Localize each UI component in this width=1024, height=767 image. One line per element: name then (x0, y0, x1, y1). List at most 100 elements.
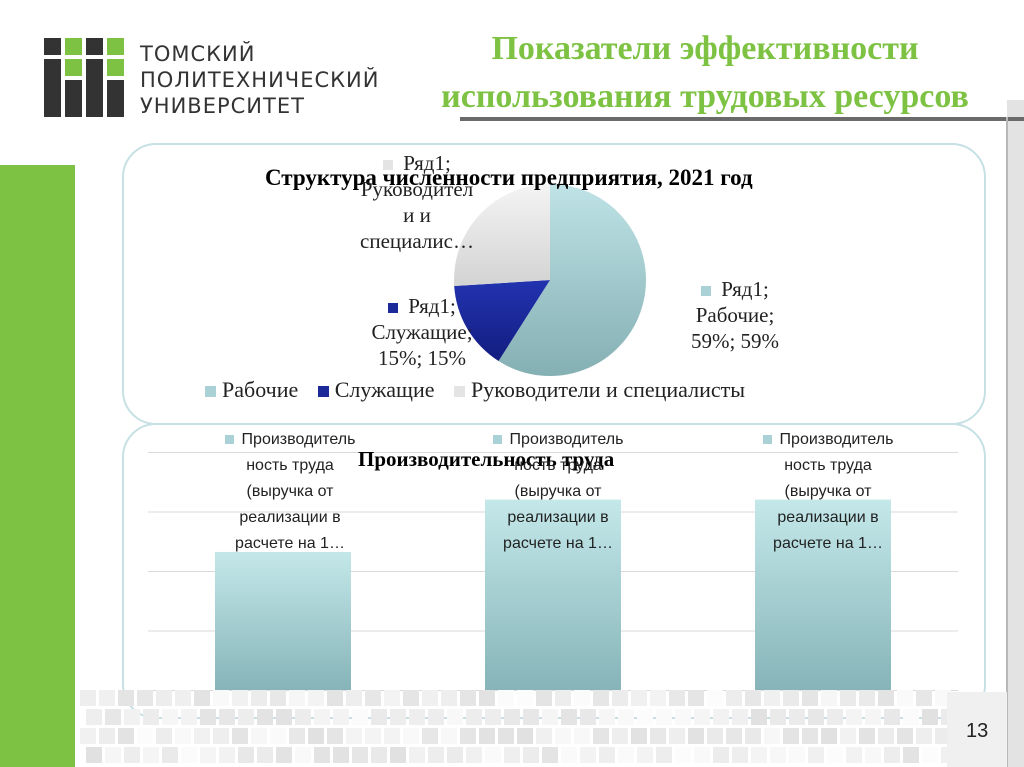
mosaic-tile (631, 690, 647, 706)
header-divider (460, 117, 1024, 121)
mosaic-tile (770, 747, 786, 763)
mosaic-tile (536, 728, 552, 744)
bar-data-label: Производитель ность труда (выручка от ре… (478, 427, 638, 557)
mosaic-tile (428, 747, 444, 763)
bar-swatch (762, 435, 772, 445)
mosaic-tile (612, 728, 628, 744)
mosaic-tile (878, 728, 894, 744)
pie-label-line: и и (403, 203, 431, 227)
page-number-box (947, 692, 1007, 767)
mosaic-tile (764, 728, 780, 744)
mosaic-tile (561, 747, 577, 763)
pie-label-line: специалис… (360, 229, 474, 253)
mosaic-tile (485, 747, 501, 763)
bar-label-line: реализации в (239, 509, 341, 526)
mosaic-tile (903, 709, 919, 725)
workers-swatch (701, 286, 712, 297)
mosaic-tile (599, 709, 615, 725)
mosaic-tile (802, 690, 818, 706)
bar-label-line: ность труда (246, 457, 334, 474)
mosaic-tile (403, 690, 419, 706)
bar-label-line: (выручка от (514, 483, 602, 500)
mosaic-tile (219, 709, 235, 725)
mosaic-tile (580, 709, 596, 725)
pie-label-line: Служащие; (371, 320, 473, 344)
mosaic-tile (86, 747, 102, 763)
mosaic-tile (650, 728, 666, 744)
employees-swatch (388, 303, 399, 314)
mosaic-tile (105, 709, 121, 725)
mosaic-tile (599, 747, 615, 763)
bar-label-line: расчете на 1… (503, 535, 613, 552)
mosaic-tile (859, 728, 875, 744)
title-line-2: использования трудовых ресурсов (441, 78, 969, 115)
mosaic-tile (751, 747, 767, 763)
mosaic-tile (80, 728, 96, 744)
label-text: Производитель (509, 431, 624, 448)
mosaic-tile (232, 728, 248, 744)
bar-data-label: Производитель ность труда (выручка от ре… (210, 427, 370, 557)
mosaic-tile (840, 690, 856, 706)
legend-swatch (317, 386, 329, 398)
bar-label-line: ность труда (514, 457, 602, 474)
mosaic-tile (390, 747, 406, 763)
mosaic-tile (827, 747, 843, 763)
bar-label-line: (выручка от (784, 483, 872, 500)
pie-label-line: 59%; 59% (690, 329, 780, 353)
mosaic-tile (523, 709, 539, 725)
mosaic-tile (365, 728, 381, 744)
pie-legend: Рабочие Служащие Руководители и специали… (205, 377, 759, 403)
mosaic-tile (143, 747, 159, 763)
mosaic-tile (365, 690, 381, 706)
mosaic-tile (897, 728, 913, 744)
mosaic-tile (232, 690, 248, 706)
tpu-logo-icon (44, 38, 124, 117)
mosaic-tile (137, 728, 153, 744)
bar-label-line: (выручка от (246, 483, 334, 500)
mosaic-tile (333, 709, 349, 725)
mosaic-tile (517, 690, 533, 706)
managers-swatch (383, 160, 394, 171)
logo-line: ПОЛИТЕХНИЧЕСКИЙ (140, 68, 380, 92)
mosaic-tile (99, 690, 115, 706)
bar-data-label: Производитель ность труда (выручка от ре… (748, 427, 908, 557)
legend-item-employees: Служащие (317, 377, 435, 403)
legend-item-managers: Руководители и специалисты (454, 377, 745, 403)
mosaic-tile (707, 728, 723, 744)
mosaic-tile (713, 709, 729, 725)
legend-swatch (205, 386, 216, 398)
mosaic-tile (156, 690, 172, 706)
mosaic-tile (808, 747, 824, 763)
mosaic-tile (352, 747, 368, 763)
mosaic-tile (523, 747, 539, 763)
mosaic-tile (745, 690, 761, 706)
university-name: ТОМСКИЙ ПОЛИТЕХНИЧЕСКИЙ УНИВЕРСИТЕТ (140, 41, 379, 119)
mosaic-tile (555, 728, 571, 744)
bar-label-line: Производитель (210, 427, 370, 453)
mosaic-tile (764, 690, 780, 706)
mosaic-tile (827, 709, 843, 725)
title-line-1: Показатели эффективности (491, 30, 919, 67)
mosaic-tile (251, 728, 267, 744)
mosaic-tile (593, 690, 609, 706)
mosaic-tile (783, 728, 799, 744)
mosaic-tile (333, 747, 349, 763)
right-edge-panel (1007, 100, 1024, 767)
mosaic-tile (846, 747, 862, 763)
mosaic-tile (897, 690, 913, 706)
mosaic-tile (637, 709, 653, 725)
mosaic-tile (314, 747, 330, 763)
mosaic-tile (346, 690, 362, 706)
pie-label-line: Ряд1; (665, 276, 805, 302)
mosaic-tile (618, 709, 634, 725)
mosaic-tile (162, 747, 178, 763)
mosaic-tile (878, 690, 894, 706)
bar-label-line: Производитель (478, 427, 638, 453)
left-accent-bar (0, 165, 75, 767)
mosaic-tile (688, 690, 704, 706)
mosaic-tile (181, 709, 197, 725)
mosaic-tile (884, 709, 900, 725)
mosaic-tile (371, 709, 387, 725)
mosaic-tile (859, 690, 875, 706)
mosaic-tile (327, 690, 343, 706)
